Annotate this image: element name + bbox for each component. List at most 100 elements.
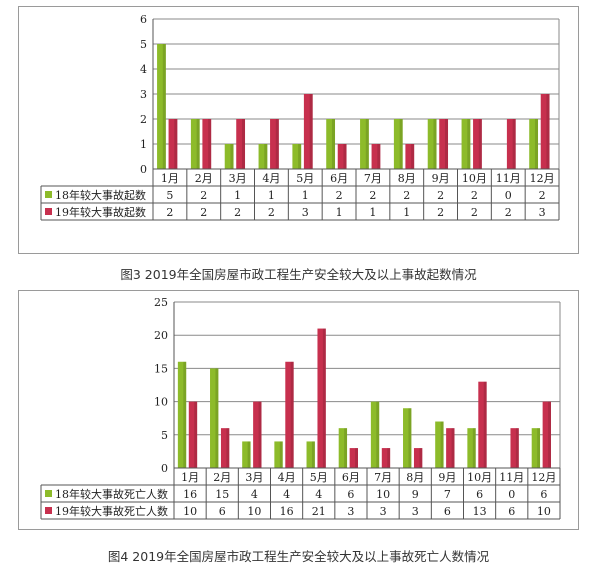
data-label: 2 (471, 206, 478, 219)
data-label: 1 (336, 206, 343, 219)
data-label: 5 (166, 189, 173, 202)
bar-shade (440, 421, 444, 468)
bar-shade (419, 448, 423, 468)
category-label: 12月 (531, 471, 556, 484)
bar-series1-1 (157, 44, 166, 169)
legend-swatch (45, 507, 52, 514)
bar-shade (230, 144, 234, 169)
data-label: 2 (268, 206, 275, 219)
data-label: 6 (444, 505, 451, 518)
data-label: 10 (376, 488, 390, 501)
bar-shade (478, 119, 482, 169)
y-tick-label: 2 (140, 113, 147, 126)
bar-series1-7 (370, 401, 380, 468)
bar-shade (241, 119, 246, 169)
bar-shade (247, 441, 251, 468)
bar-shade (322, 328, 326, 468)
y-tick-label: 0 (161, 462, 168, 475)
data-label: 10 (537, 505, 551, 518)
data-label: 1 (268, 189, 275, 202)
category-label: 6月 (342, 471, 360, 484)
bar-series2-11 (510, 428, 519, 468)
bar-series2-5 (303, 94, 313, 169)
category-label: 9月 (438, 471, 456, 484)
category-label: 2月 (195, 172, 213, 185)
bar-shade (290, 361, 294, 468)
bar-shade (215, 368, 219, 468)
chart-panel-death-count: 0 5 10 15 20 25 1月 2月 3月 4月 5月 6月 7月 8月 9月 10月 11月 12月 18年… (18, 290, 579, 530)
category-label: 1月 (181, 471, 199, 484)
legend-swatch (45, 208, 52, 215)
data-label: 21 (312, 505, 326, 518)
category-label: 4月 (262, 172, 280, 185)
bar-shade (343, 144, 347, 169)
data-label: 0 (508, 488, 515, 501)
bar-series2-12 (540, 94, 550, 169)
y-tick-label: 15 (154, 362, 168, 375)
category-label: 3月 (229, 172, 247, 185)
bar-series2-1 (188, 401, 198, 468)
bar-shade (298, 144, 302, 169)
data-label: 1 (302, 189, 309, 202)
bar-shade (472, 428, 476, 468)
bar-shade (226, 428, 230, 468)
bar-series2-8 (405, 144, 415, 169)
bar-shade (387, 448, 391, 468)
bar-shade (183, 361, 187, 468)
bar-shade (515, 428, 519, 468)
data-label: 2 (437, 189, 444, 202)
category-label: 11月 (496, 172, 521, 185)
data-label: 3 (539, 206, 546, 219)
bar-shade (311, 441, 315, 468)
bar-shade (408, 408, 412, 468)
y-tick-label: 5 (140, 38, 147, 51)
category-label: 10月 (467, 471, 492, 484)
category-label: 9月 (432, 172, 450, 185)
chart-caption-accident-count: 图3 2019年全国房屋市政工程生产安全较大及以上事故起数情况 (120, 267, 477, 282)
data-label: 2 (539, 189, 546, 202)
data-label: 3 (302, 206, 309, 219)
legend-label: 18年较大事故起数 (55, 188, 146, 202)
bar-series2-3 (236, 119, 246, 169)
bar-shade (512, 119, 516, 169)
bar-series1-5 (292, 144, 302, 169)
y-tick-label: 0 (140, 163, 147, 176)
bar-series2-5 (317, 328, 326, 468)
bar-shade (331, 119, 336, 169)
bar-shade (208, 119, 212, 169)
category-label: 5月 (310, 471, 328, 484)
data-label: 1 (369, 206, 376, 219)
bar-shade (264, 144, 268, 169)
bar-series1-4 (274, 441, 283, 468)
bar-shade (433, 119, 437, 169)
y-tick-label: 25 (154, 296, 168, 309)
category-label: 1月 (161, 172, 179, 185)
bar-shade (258, 401, 262, 468)
bar-series2-6 (337, 144, 347, 169)
category-label: 8月 (398, 172, 416, 185)
bar-series2-7 (381, 448, 391, 468)
bar-series1-1 (177, 361, 187, 468)
data-label: 2 (437, 206, 444, 219)
bar-shade (534, 119, 539, 169)
bar-series2-9 (446, 428, 455, 468)
bar-shade (162, 44, 166, 169)
legend-swatch (45, 191, 52, 198)
category-label: 5月 (296, 172, 314, 185)
bar-series1-3 (224, 144, 234, 169)
y-tick-label: 20 (154, 329, 168, 342)
y-tick-label: 6 (140, 13, 147, 26)
bar-series2-4 (270, 119, 279, 169)
data-label: 2 (200, 189, 207, 202)
bar-series1-6 (338, 428, 348, 468)
bar-series1-4 (258, 144, 268, 169)
bar-series1-9 (427, 119, 437, 169)
category-label: 8月 (406, 471, 424, 484)
bar-series1-2 (210, 368, 219, 468)
data-label: 6 (347, 488, 354, 501)
data-label: 4 (283, 488, 290, 501)
data-label: 10 (247, 505, 261, 518)
bar-shade (355, 448, 358, 468)
category-label: 3月 (245, 471, 263, 484)
category-label: 6月 (330, 172, 348, 185)
